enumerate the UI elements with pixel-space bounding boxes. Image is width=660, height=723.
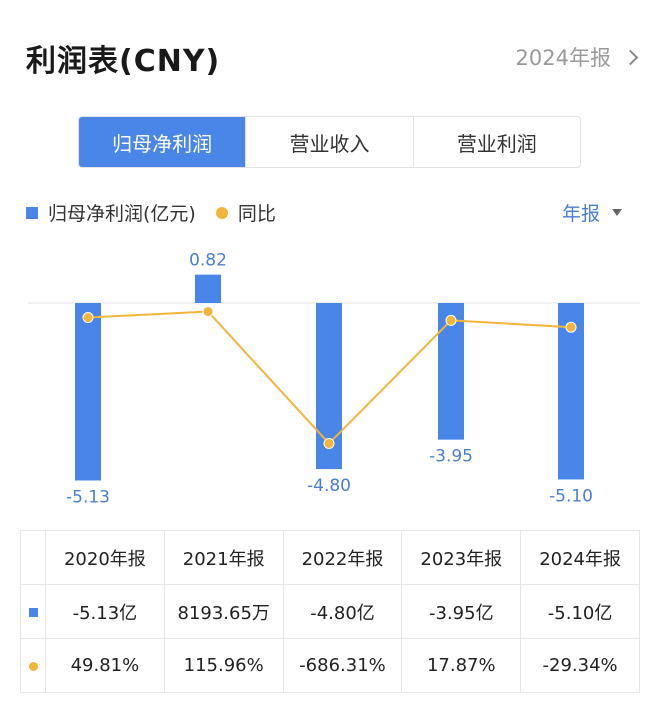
tab-operating-profit[interactable]: 营业利润: [456, 131, 537, 156]
table-row-profit: -5.13亿 8193.65万 -4.80亿 -3.95亿 -5.10亿: [20, 584, 640, 639]
data-table: 2020年报 2021年报 2022年报 2023年报 2024年报 -5.13…: [20, 530, 640, 693]
line-legend-label: 同比: [237, 203, 276, 225]
chart-legend: 归母净利润(亿元) 同比: [26, 199, 276, 226]
profit-chart: -5.13 0.82 -4.80 -3.95 -5.10: [28, 251, 640, 507]
header: 利润表(CNY) 2024年报: [0, 0, 660, 110]
table-cell: -5.10亿: [520, 584, 640, 639]
bar-legend-label: 归母净利润(亿元): [48, 203, 196, 225]
yoy-point-2021年报: [202, 306, 214, 318]
table-header-cell: 2022年报: [282, 530, 403, 585]
bar-data-label: -5.10: [549, 486, 593, 506]
bar-2020年报: [75, 303, 101, 481]
tab-net-profit[interactable]: 归母净利润: [79, 117, 247, 167]
table-cell: -5.13亿: [45, 584, 165, 639]
table-header-cell: 2021年报: [163, 530, 284, 585]
bar-data-label: -5.13: [66, 487, 110, 507]
yoy-point-2023年报: [445, 314, 457, 326]
table-corner: [20, 530, 46, 585]
chevron-right-icon: [622, 49, 639, 65]
table-cell: -3.95亿: [401, 584, 522, 639]
table-cell: 49.81%: [45, 638, 165, 693]
table-cell: 17.87%: [401, 638, 522, 693]
table-cell: 115.96%: [163, 638, 284, 693]
square-marker-icon: [28, 608, 38, 617]
line-legend-icon: [215, 206, 228, 219]
yoy-point-2020年报: [82, 312, 94, 324]
dot-marker-icon: [28, 662, 38, 671]
table-header-cell: 2020年报: [45, 530, 165, 585]
yoy-point-2022年报: [323, 437, 335, 449]
period-select-label: 年报: [561, 203, 600, 225]
table-cell: -686.31%: [282, 638, 403, 693]
table-cell: -4.80亿: [282, 584, 403, 639]
tab-revenue[interactable]: 营业收入: [246, 117, 414, 167]
bar-legend-icon: [26, 206, 38, 219]
table-header-cell: 2024年报: [520, 530, 640, 585]
table-header-row: 2020年报 2021年报 2022年报 2023年报 2024年报: [20, 530, 640, 585]
table-row-yoy: 49.81% 115.96% -686.31% 17.87% -29.34%: [20, 638, 640, 693]
table-header-cell: 2023年报: [401, 530, 522, 585]
bar-data-label: -4.80: [307, 476, 351, 496]
profit-row-marker: [20, 584, 46, 639]
yoy-point-2024年报: [565, 321, 577, 333]
report-period-label: 2024年报: [515, 46, 611, 70]
period-select[interactable]: 年报: [562, 199, 622, 226]
page-title: 利润表(CNY): [26, 44, 221, 79]
table-cell: -29.34%: [520, 638, 640, 693]
dropdown-arrow-icon: [612, 209, 622, 216]
bar-2021年报: [195, 274, 221, 303]
table-cell: 8193.65万: [163, 584, 284, 639]
yoy-row-marker: [20, 638, 46, 693]
report-period-link[interactable]: 2024年报: [515, 42, 639, 72]
bar-data-label: -3.95: [429, 447, 473, 467]
metric-tabs: 归母净利润 营业收入 营业利润: [78, 116, 581, 168]
bar-data-label: 0.82: [189, 251, 227, 271]
